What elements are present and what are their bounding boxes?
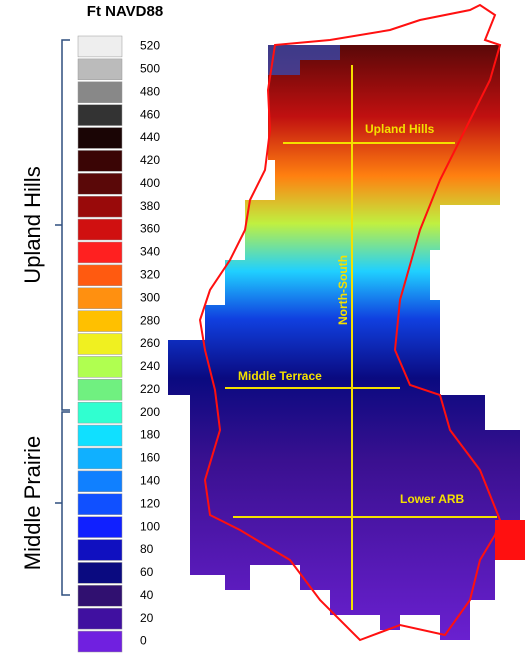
legend-label: 60 bbox=[140, 565, 154, 579]
legend-label: 100 bbox=[140, 519, 160, 533]
legend-label: 380 bbox=[140, 199, 160, 213]
legend-swatch bbox=[78, 128, 122, 149]
legend-swatch bbox=[78, 494, 122, 515]
legend-swatch bbox=[78, 517, 122, 538]
legend-label: 240 bbox=[140, 359, 160, 373]
legend-label: 280 bbox=[140, 313, 160, 327]
legend-label: 180 bbox=[140, 428, 160, 442]
legend-swatch bbox=[78, 82, 122, 103]
legend-label: 40 bbox=[140, 588, 154, 602]
legend-label: 160 bbox=[140, 451, 160, 465]
legend-swatch bbox=[78, 356, 122, 377]
page: Ft NAVD88 520500480460440420400380360340… bbox=[0, 0, 525, 656]
legend-swatch bbox=[78, 608, 122, 629]
legend: 5205004804604404204003803603403203002802… bbox=[78, 36, 160, 652]
boundary-fill bbox=[495, 520, 525, 560]
zone-label: Upland Hills bbox=[20, 166, 45, 283]
elevation-raster bbox=[168, 45, 520, 640]
legend-label: 140 bbox=[140, 474, 160, 488]
map-label: Lower ARB bbox=[400, 492, 465, 506]
legend-label: 320 bbox=[140, 268, 160, 282]
legend-swatch bbox=[78, 173, 122, 194]
legend-swatch bbox=[78, 471, 122, 492]
legend-swatch bbox=[78, 265, 122, 286]
legend-label: 460 bbox=[140, 107, 160, 121]
legend-swatch bbox=[78, 402, 122, 423]
map-label: Upland Hills bbox=[365, 122, 435, 136]
legend-label: 400 bbox=[140, 176, 160, 190]
legend-label: 0 bbox=[140, 634, 147, 648]
bracket bbox=[55, 412, 70, 595]
legend-label: 520 bbox=[140, 39, 160, 53]
legend-label: 500 bbox=[140, 62, 160, 76]
legend-label: 80 bbox=[140, 542, 154, 556]
legend-label: 200 bbox=[140, 405, 160, 419]
legend-swatch bbox=[78, 36, 122, 57]
legend-label: 360 bbox=[140, 222, 160, 236]
legend-label: 340 bbox=[140, 245, 160, 259]
legend-label: 220 bbox=[140, 382, 160, 396]
legend-swatch bbox=[78, 242, 122, 263]
legend-swatch bbox=[78, 631, 122, 652]
legend-swatch bbox=[78, 311, 122, 332]
legend-swatch bbox=[78, 425, 122, 446]
map: Upland Hills Middle Terrace Lower ARB No… bbox=[168, 5, 525, 640]
legend-label: 120 bbox=[140, 496, 160, 510]
map-label: Middle Terrace bbox=[238, 369, 322, 383]
legend-swatch bbox=[78, 105, 122, 126]
legend-label: 420 bbox=[140, 153, 160, 167]
legend-label: 300 bbox=[140, 290, 160, 304]
legend-swatch bbox=[78, 379, 122, 400]
legend-label: 440 bbox=[140, 130, 160, 144]
legend-swatch bbox=[78, 59, 122, 80]
legend-swatch bbox=[78, 196, 122, 217]
legend-swatch bbox=[78, 562, 122, 583]
legend-swatch bbox=[78, 150, 122, 171]
legend-swatch bbox=[78, 585, 122, 606]
legend-label: 260 bbox=[140, 336, 160, 350]
legend-label: 480 bbox=[140, 84, 160, 98]
legend-swatch bbox=[78, 448, 122, 469]
bracket bbox=[55, 40, 70, 410]
legend-swatch bbox=[78, 288, 122, 309]
legend-swatch bbox=[78, 540, 122, 561]
map-label: North-South bbox=[336, 255, 350, 325]
zone-label: Middle Prairie bbox=[20, 436, 45, 571]
legend-swatch bbox=[78, 219, 122, 240]
legend-label: 20 bbox=[140, 611, 154, 625]
legend-swatch bbox=[78, 334, 122, 355]
legend-title: Ft NAVD88 bbox=[87, 3, 163, 20]
